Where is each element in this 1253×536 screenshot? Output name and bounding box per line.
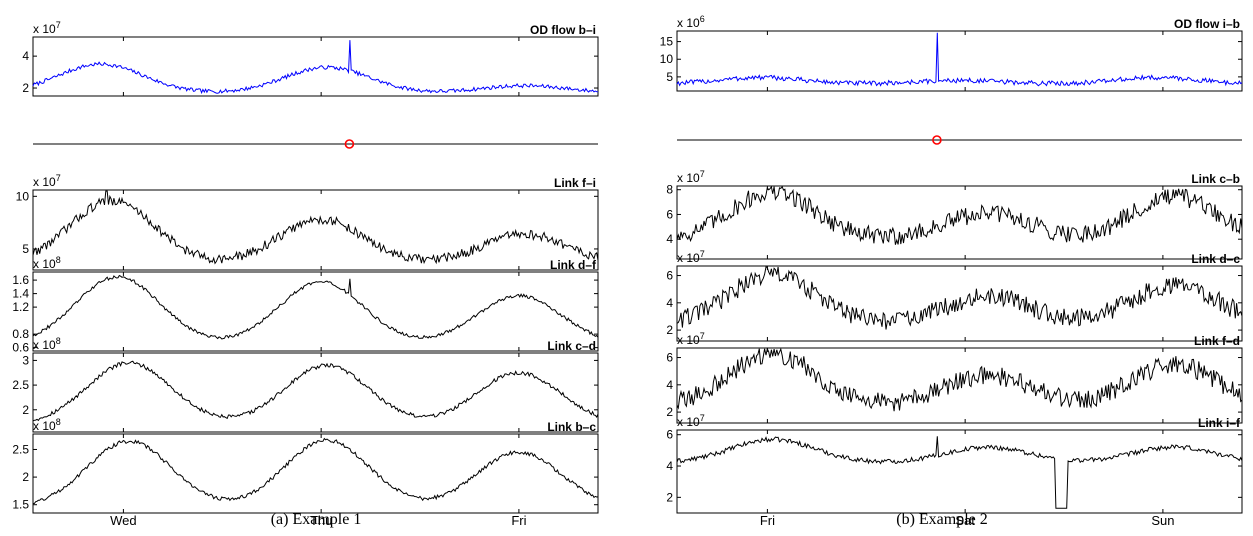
subplot-title: Link f–d: [1194, 334, 1240, 348]
y-tick-label: 0.6: [12, 341, 29, 355]
subplot-frame: [676, 185, 1243, 260]
y-tick-label: 1.5: [12, 498, 29, 512]
subplot-frame: [676, 429, 1243, 514]
y-tick-label: 1.4: [12, 287, 29, 301]
y-exponent-label: x 108: [33, 255, 61, 271]
subplot-od_a: 2 4 x 107 OD flow b–i: [22, 20, 599, 97]
y-tick-label: 3: [22, 353, 29, 367]
subplot-link_fd: 2 4 6 x 107 Link f–d: [666, 331, 1243, 424]
subplot-link_fi: 5 10x 107 Link f–i: [16, 173, 599, 271]
series-line: [676, 347, 1243, 412]
y-tick-label: 2: [22, 403, 29, 417]
subplot-od_b: 5 10 15x 106 OD flow i–b: [660, 14, 1243, 92]
panel-b: 5 10 15x 106 OD flow i–b 4 6 8 x 107 Link c–b 2 4 6…: [660, 14, 1243, 528]
subplot-frame: [32, 36, 599, 97]
anomaly-marker: [932, 135, 942, 145]
y-tick-label: 2.5: [12, 442, 29, 456]
y-tick-label: 0.8: [12, 327, 29, 341]
subplot-link_cd: 2 2.5 3 x 108 Link c–d: [12, 336, 599, 433]
subplot-link_df: 0.60.8 1.21.41.6 x 108 Link d–f: [12, 255, 599, 355]
y-tick-label: 2.5: [12, 378, 29, 392]
subplot-title: Link i–f: [1198, 416, 1241, 430]
x-tick-label: Fri: [511, 513, 526, 528]
subplot-frame: [32, 433, 599, 514]
y-tick-label: 15: [660, 35, 674, 49]
y-tick-label: 5: [22, 242, 29, 256]
subplot-link_bc: 1.5 2 2.5 x 108 Link b–c: [12, 417, 599, 514]
y-tick-label: 6: [666, 428, 673, 442]
subplot-frame: [676, 265, 1243, 342]
series-line: [676, 436, 1243, 509]
x-tick-label: Wed: [110, 513, 137, 528]
caption-a: (a) Example 1: [270, 511, 362, 528]
y-exponent-label: x 108: [33, 417, 61, 433]
y-exponent-label: x 108: [33, 336, 61, 352]
y-tick-label: 4: [666, 378, 673, 392]
y-exponent-label: x 107: [677, 413, 705, 429]
y-exponent-label: x 107: [677, 249, 705, 265]
y-tick-label: 2: [666, 323, 673, 337]
subplot-link_if: 2 4 6 x 107 Link i–f: [666, 413, 1243, 514]
y-exponent-label: x 106: [677, 14, 705, 30]
series-line: [676, 185, 1243, 245]
y-exponent-label: x 107: [33, 173, 61, 189]
series-line: [676, 266, 1243, 330]
y-tick-label: 5: [666, 70, 673, 84]
y-tick-label: 4: [666, 296, 673, 310]
y-tick-label: 6: [666, 351, 673, 365]
y-tick-label: 4: [666, 232, 673, 246]
x-tick-label: Sat: [955, 513, 975, 528]
subplot-frame: [32, 271, 599, 352]
subplot-title: Link d–f: [550, 258, 597, 272]
y-tick-label: 2: [22, 81, 29, 95]
subplot-link_dc: 2 4 6 x 107 Link d–c: [666, 249, 1243, 342]
y-tick-label: 10: [16, 189, 30, 203]
y-tick-label: 2: [666, 405, 673, 419]
subplot-title: Link c–b: [1191, 172, 1240, 186]
subplot-title: OD flow i–b: [1174, 17, 1240, 31]
subplot-frame: [676, 347, 1243, 424]
subplot-frame: [32, 189, 599, 271]
subplot-frame: [676, 30, 1243, 92]
subplot-title: Link c–d: [547, 339, 596, 353]
subplot-title: OD flow b–i: [530, 23, 596, 37]
series-line: [32, 274, 599, 340]
y-tick-label: 6: [666, 269, 673, 283]
y-tick-label: 1.2: [12, 300, 29, 314]
y-tick-label: 2: [22, 470, 29, 484]
series-line: [676, 32, 1243, 87]
subplot-link_cb: 4 6 8 x 107 Link c–b: [666, 169, 1243, 260]
y-tick-label: 6: [666, 207, 673, 221]
series-line: [32, 40, 599, 95]
subplot-title: Link f–i: [554, 176, 596, 190]
y-tick-label: 8: [666, 183, 673, 197]
subplot-title: Link b–c: [547, 420, 596, 434]
y-tick-label: 10: [660, 52, 674, 66]
series-line: [32, 437, 599, 505]
x-tick-label: Fri: [760, 513, 775, 528]
y-exponent-label: x 107: [677, 169, 705, 185]
subplot-title: Link d–c: [1191, 252, 1240, 266]
y-tick-label: 4: [22, 49, 29, 63]
y-exponent-label: x 107: [33, 20, 61, 36]
x-tick-label: Sun: [1151, 513, 1174, 528]
y-tick-label: 1.6: [12, 273, 29, 287]
caption-b: (b) Example 2: [896, 511, 988, 528]
series-line: [32, 190, 599, 265]
subplot-frame: [32, 352, 599, 433]
series-line: [32, 360, 599, 422]
y-tick-label: 4: [666, 459, 673, 473]
y-exponent-label: x 107: [677, 331, 705, 347]
anomaly-marker: [344, 139, 355, 149]
x-tick-label: Thu: [310, 513, 332, 528]
y-tick-label: 2: [666, 490, 673, 504]
